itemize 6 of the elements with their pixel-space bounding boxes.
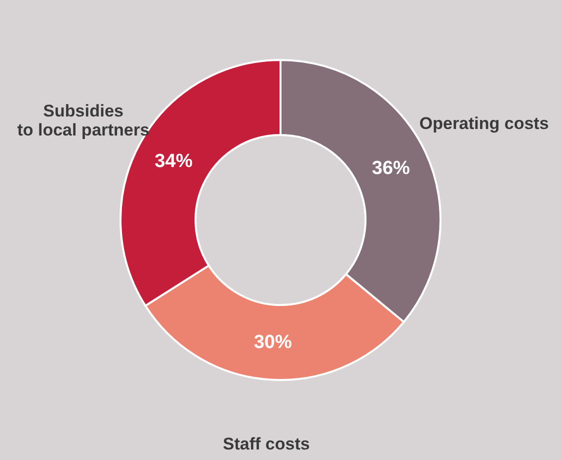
slice-label: Staff costs [222, 434, 310, 454]
data-label: 30% [254, 332, 292, 353]
data-label: 34% [154, 151, 193, 172]
slice-label: Operating costs [419, 114, 549, 134]
slice-label: Subsidies to local partners [17, 102, 150, 140]
data-label: 36% [372, 158, 410, 180]
